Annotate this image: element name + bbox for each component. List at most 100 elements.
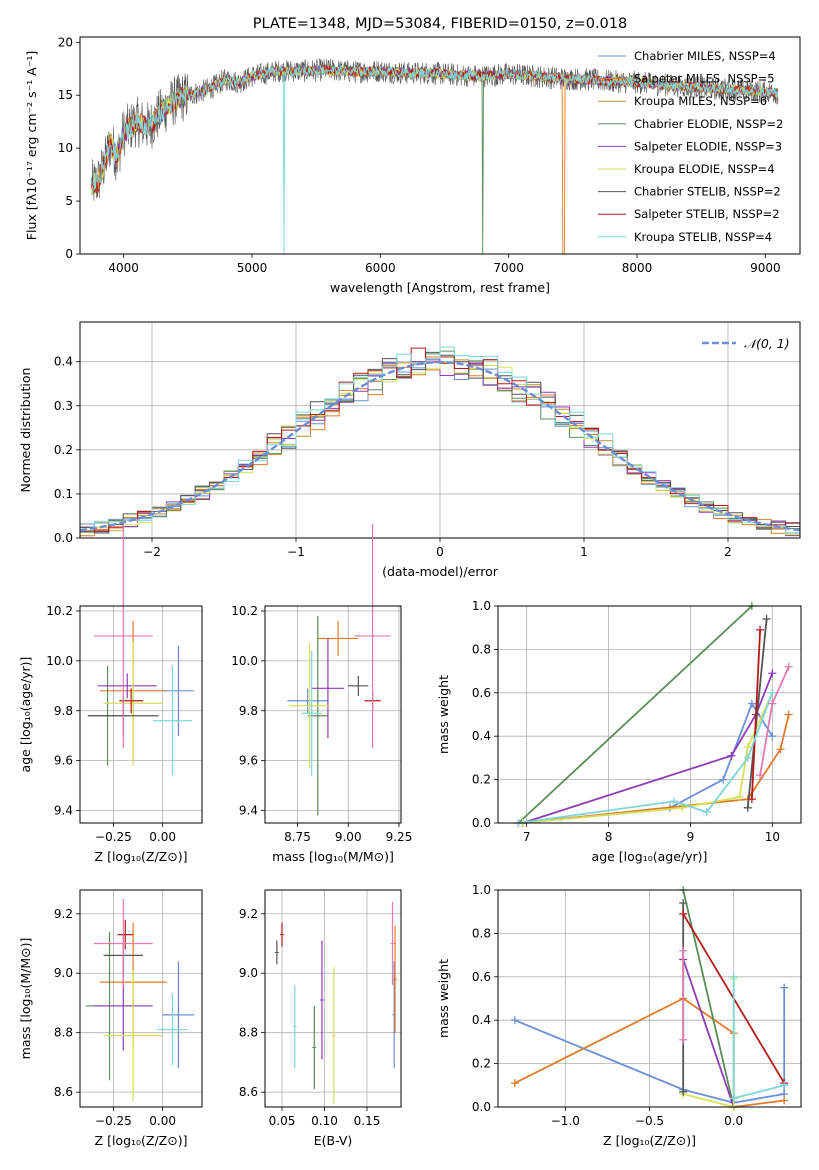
weight-marker [776, 745, 785, 754]
y-axis-label: mass [log₁₀(M/M⊙)] [18, 938, 33, 1060]
y-tick-label: 8.6 [54, 1085, 73, 1099]
weight-marker [768, 732, 777, 741]
legend-entry: Kroupa MILES, NSSP=6 [634, 94, 767, 108]
y-tick-label: 9.8 [54, 704, 73, 718]
weight-marker [780, 983, 789, 992]
weight-marker [679, 946, 688, 955]
x-axis-label: Z [log₁₀(Z/Z⊙)] [95, 1133, 188, 1148]
weight-marker [780, 1081, 789, 1090]
y-tick-label: 0.3 [54, 399, 73, 413]
x-axis-label: wavelength [Angstrom, rest frame] [330, 280, 550, 295]
y-tick-label: 0.4 [472, 729, 491, 743]
y-axis-label: Flux [fλ10⁻¹⁷ erg cm⁻² s⁻¹ A⁻¹] [24, 51, 39, 240]
chart-residuals: −2 −1 0 1 2 0.0 0.1 0.2 0.3 0.4 (data-model)/error… [18, 321, 801, 579]
y-tick-label: 0.2 [472, 1057, 491, 1071]
x-axis-label: (data-model)/error [382, 564, 499, 579]
y-tick-label: 8.8 [239, 1026, 258, 1040]
x-axis-label: Z [log₁₀(Z/Z⊙)] [95, 849, 188, 864]
weight-marker [702, 808, 711, 817]
weight-line [751, 629, 761, 800]
y-tick-label: 0.2 [472, 773, 491, 787]
x-tick-label: 9.00 [335, 830, 362, 844]
y-tick-label: 0.0 [54, 531, 73, 545]
x-tick-label: 6000 [365, 261, 396, 275]
legend-entry: Chabrier STELIB, NSSP=2 [634, 185, 781, 199]
y-tick-label: 9.8 [239, 704, 258, 718]
x-tick-label: 0.00 [149, 830, 176, 844]
legend-entry: 𝒩(0, 1) [744, 336, 790, 351]
weight-marker [756, 625, 765, 634]
y-axis-label: age [log₁₀(age/yr)] [18, 657, 33, 773]
x-tick-label: 9.25 [386, 830, 413, 844]
axes-frame [264, 605, 402, 824]
weight-line [732, 976, 785, 1100]
weight-marker [756, 771, 765, 780]
y-tick-label: 0.1 [54, 487, 73, 501]
y-axis-label: mass weight [436, 959, 451, 1038]
x-tick-label: −0.25 [95, 830, 132, 844]
y-tick-label: 0.8 [472, 642, 491, 656]
x-tick-label: 7000 [493, 261, 524, 275]
legend-entry: Salpeter ELODIE, NSSP=3 [634, 139, 782, 153]
weight-marker [510, 1079, 519, 1088]
y-axis-label: Normed distribution [18, 368, 33, 493]
x-tick-label: 5000 [237, 261, 268, 275]
weight-marker [679, 1035, 688, 1044]
axes-frame [79, 889, 203, 1108]
chart-spectrum: 4000 5000 6000 7000 8000 9000 0 5 10 15 20 waveleng… [24, 16, 801, 295]
x-tick-label: −0.25 [95, 1114, 132, 1128]
y-tick-label: 10 [58, 141, 73, 155]
x-tick-label: 9000 [750, 261, 781, 275]
chart-title: PLATE=1348, MJD=53084, FIBERID=0150, z=0… [253, 16, 627, 32]
x-tick-label: −1.0 [551, 1114, 580, 1128]
y-tick-label: 0 [65, 247, 73, 261]
weight-marker [678, 803, 687, 812]
axes-frame [264, 889, 402, 1108]
y-tick-label: 0.0 [472, 1100, 491, 1114]
y-tick-label: 0.8 [472, 926, 491, 940]
weight-marker [510, 1016, 519, 1025]
x-tick-label: 7 [523, 830, 531, 844]
y-tick-label: 10.0 [231, 654, 258, 668]
legend-entry: Kroupa STELIB, NSSP=4 [634, 230, 772, 244]
weight-marker [743, 803, 752, 812]
weight-marker [768, 669, 777, 678]
axes-frame [79, 321, 801, 539]
legend-entry: Salpeter MILES, NSSP=5 [634, 72, 775, 86]
weight-line [522, 692, 774, 824]
x-tick-label: 10 [765, 830, 780, 844]
weight-line [517, 605, 753, 824]
y-tick-label: 8.6 [239, 1085, 258, 1099]
axes-frame [497, 605, 802, 824]
weight-marker [719, 775, 728, 784]
x-tick-label: −0.5 [635, 1114, 664, 1128]
weight-line [518, 692, 774, 824]
normal-curve [79, 360, 801, 532]
x-tick-label: 0.00 [149, 1114, 176, 1128]
legend-entry: Salpeter STELIB, NSSP=2 [634, 207, 780, 221]
chart-weight-vs-age: 7 8 9 10 0.0 0.2 0.4 0.6 0.8 1.0 age [log₁₀(age/yr… [436, 599, 802, 864]
chart-age-vs-Z: −0.25 0.00 9.4 9.6 9.8 10.0 10.2 Z [log₁₀(Z/Z⊙)… [18, 523, 203, 864]
weight-line [746, 618, 768, 808]
y-tick-label: 5 [65, 194, 73, 208]
weight-marker [743, 753, 752, 762]
axes-frame [79, 605, 203, 824]
weight-marker [679, 899, 688, 908]
x-tick-label: 0.10 [311, 1114, 338, 1128]
y-tick-label: 20 [58, 35, 73, 49]
x-tick-label: 0 [436, 545, 444, 559]
x-axis-label: Z [log₁₀(Z/Z⊙)] [603, 1133, 696, 1148]
x-tick-label: −1 [287, 545, 305, 559]
y-tick-label: 15 [58, 88, 73, 102]
y-tick-label: 1.0 [472, 599, 491, 613]
x-tick-label: 1 [580, 545, 588, 559]
weight-marker [768, 688, 777, 697]
x-tick-label: −2 [143, 545, 161, 559]
y-tick-label: 9.4 [239, 804, 258, 818]
y-tick-label: 9.2 [54, 907, 73, 921]
histogram-step [80, 362, 800, 536]
y-tick-label: 0.6 [472, 970, 491, 984]
weight-marker [762, 615, 771, 624]
x-tick-label: 0.05 [269, 1114, 296, 1128]
weight-marker [747, 699, 756, 708]
